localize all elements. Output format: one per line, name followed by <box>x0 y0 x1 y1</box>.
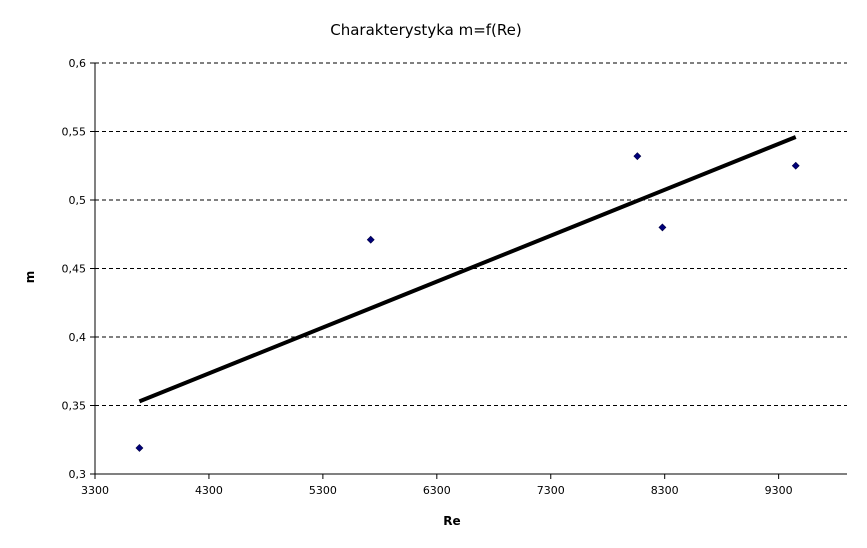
y-tick-label: 0,6 <box>69 57 87 70</box>
x-tick-label: 3300 <box>81 484 109 497</box>
x-tick-label: 4300 <box>195 484 223 497</box>
chart-title: Charakterystyka m=f(Re) <box>330 21 521 39</box>
data-point <box>366 235 375 244</box>
x-tick-label: 8300 <box>651 484 679 497</box>
y-tick-labels: 0,3 0,35 0,4 0,45 0,5 0,55 0,6 <box>62 57 95 481</box>
y-tick-label: 0,5 <box>69 194 87 207</box>
data-points <box>135 152 800 452</box>
y-tick-label: 0,3 <box>69 468 87 481</box>
y-tick-label: 0,35 <box>62 400 87 413</box>
data-point <box>135 444 144 452</box>
y-tick-label: 0,55 <box>62 126 87 139</box>
data-point <box>633 152 642 161</box>
data-point <box>658 223 667 232</box>
x-axis-title: Re <box>443 514 460 528</box>
y-axis-title: m <box>23 271 37 284</box>
x-tick-label: 5300 <box>309 484 337 497</box>
y-tick-label: 0,45 <box>62 263 87 276</box>
data-point <box>791 161 800 170</box>
gridlines <box>95 62 847 406</box>
trendline-group <box>138 135 797 404</box>
x-tick-label: 7300 <box>537 484 565 497</box>
x-tick-labels: 3300 4300 5300 6300 7300 8300 9300 <box>81 474 793 497</box>
trendline <box>138 135 797 404</box>
x-tick-label: 9300 <box>765 484 793 497</box>
y-tick-label: 0,4 <box>69 331 87 344</box>
x-tick-label: 6300 <box>423 484 451 497</box>
